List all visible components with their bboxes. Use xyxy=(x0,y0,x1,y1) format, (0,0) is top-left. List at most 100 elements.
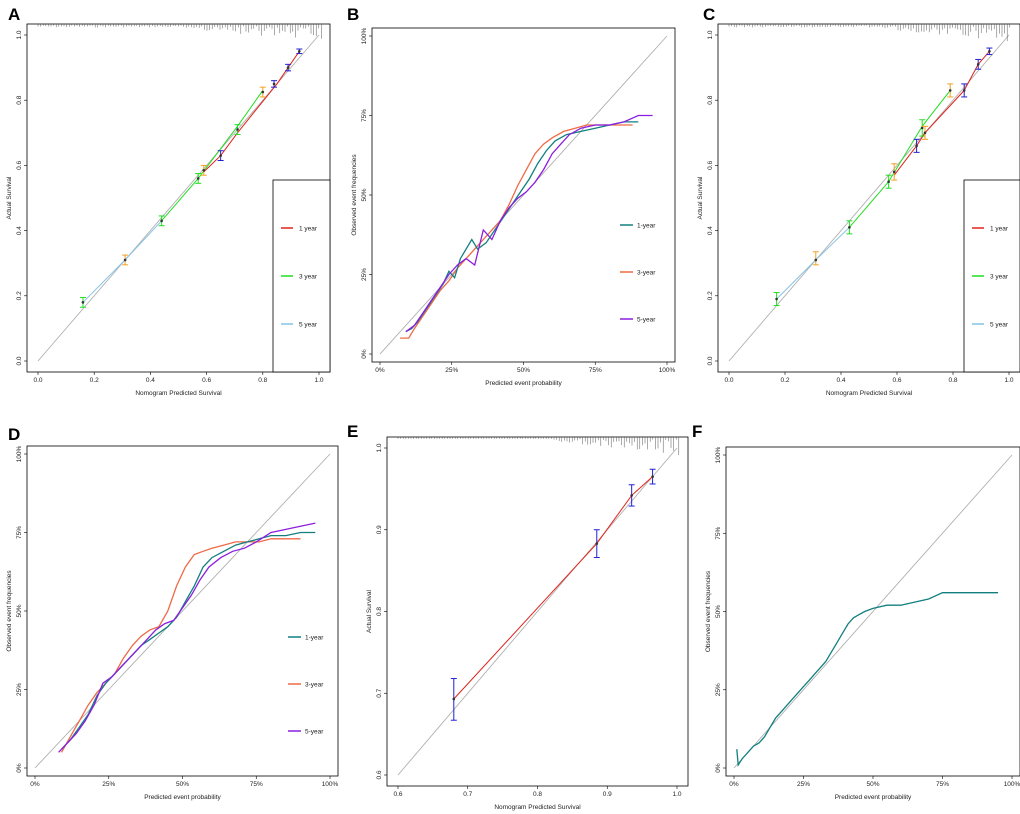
x-tick-label: 0% xyxy=(729,781,739,788)
y-tick-label: 25% xyxy=(715,683,722,696)
x-tick-label: 50% xyxy=(517,367,530,374)
x-tick-label: 0.6 xyxy=(393,791,402,798)
panel-letter: A xyxy=(8,5,20,24)
error-bar xyxy=(122,255,128,265)
error-bar xyxy=(914,139,920,152)
error-bar-point xyxy=(630,494,633,497)
y-tick-label: 1.0 xyxy=(707,30,714,39)
y-tick-label: 0.2 xyxy=(707,291,714,300)
error-bar-point xyxy=(273,83,276,86)
y-tick-label: 0.6 xyxy=(376,770,383,779)
error-bar-point xyxy=(262,91,265,94)
diagonal-reference-line xyxy=(734,455,1012,768)
error-bar-point xyxy=(287,66,290,69)
rug-marks xyxy=(729,24,1010,41)
x-tick-label: 1.0 xyxy=(314,377,323,384)
error-bar-point xyxy=(815,259,818,262)
rug-marks xyxy=(398,437,679,455)
x-tick-label: 0% xyxy=(30,781,40,788)
error-bar xyxy=(947,84,953,97)
x-tick-label: 0.0 xyxy=(33,377,42,384)
error-bar xyxy=(629,485,635,506)
series-line-3-year xyxy=(162,90,263,220)
x-tick-label: 25% xyxy=(797,781,810,788)
panel-d: D0% 25% 50% 75% 100%0%25%50%75%100%Predicted… xyxy=(6,425,339,801)
error-bar-point xyxy=(197,177,200,180)
legend-label: 1 year xyxy=(990,226,1009,233)
y-tick-label: 0.4 xyxy=(16,226,23,235)
y-tick-label: 25% xyxy=(361,268,368,281)
series-line-5-year xyxy=(406,116,653,332)
error-bar xyxy=(594,530,600,558)
series-line-5-year xyxy=(59,523,316,752)
y-tick-label: 50% xyxy=(16,604,23,617)
x-tick-label: 100% xyxy=(1004,781,1020,788)
x-tick-label: 0.8 xyxy=(533,791,542,798)
series-line-3-year xyxy=(849,90,950,227)
x-tick-label: 0.6 xyxy=(202,377,211,384)
series-line-1-year xyxy=(406,122,639,332)
series-line-5-year xyxy=(777,227,850,299)
panel-b: B0% 25% 50% 75% 100%0%25%50%75%100%Predicted… xyxy=(347,5,676,387)
error-bar-point xyxy=(124,259,127,262)
y-axis-label: Actual Survival xyxy=(366,589,373,633)
y-tick-label: 0.8 xyxy=(376,607,383,616)
legend-label: 5 year xyxy=(990,322,1009,329)
error-bar-point xyxy=(977,63,980,66)
error-bar-point xyxy=(963,89,966,92)
error-bar xyxy=(271,81,277,88)
error-bar xyxy=(451,679,457,721)
plot-area xyxy=(398,437,679,775)
error-bar-point xyxy=(893,171,896,174)
legend-label: 5-year xyxy=(637,317,656,324)
x-axis-label: Predicted event probability xyxy=(485,380,562,387)
legend-label: 3-year xyxy=(305,682,324,689)
x-tick-label: 0.8 xyxy=(258,377,267,384)
y-tick-label: 0.6 xyxy=(16,161,23,170)
error-bar-point xyxy=(298,50,301,53)
error-bar xyxy=(296,49,302,54)
y-tick-label: 100% xyxy=(361,27,368,44)
legend-label: 5 year xyxy=(299,322,318,329)
y-axis-label: Observed event frequencies xyxy=(351,154,358,236)
panel-f: F 0% 25% 50% 75% 100% 0% 25% 50% 75% 100% Predicted… xyxy=(692,422,1020,801)
panel-letter: F xyxy=(692,422,702,441)
panel-c: C 0.0 0.2 0.4 0.6 0.8 1.0 0.0 0.2 0.4 0.6 0.8 1.0 Nom… xyxy=(697,5,1020,397)
x-tick-label: 1.0 xyxy=(1004,377,1013,384)
legend: 1 year 3 year 5 year xyxy=(273,180,330,372)
y-tick-label: 1.0 xyxy=(376,443,383,452)
y-tick-label: 0.9 xyxy=(376,525,383,534)
x-tick-label: 0.2 xyxy=(90,377,99,384)
legend-label: 3 year xyxy=(990,274,1009,281)
y-tick-label: 0% xyxy=(361,349,368,359)
panel-letter: B xyxy=(347,5,359,24)
series-line-3-year xyxy=(62,539,301,753)
y-tick-label: 100% xyxy=(715,446,722,463)
y-tick-label: 75% xyxy=(16,526,23,539)
y-tick-label: 1.0 xyxy=(16,30,23,39)
x-tick-label: 75% xyxy=(250,781,263,788)
y-tick-label: 0% xyxy=(16,763,23,773)
x-tick-label: 75% xyxy=(589,367,602,374)
y-axis-label: Observed event frequencies xyxy=(6,570,13,652)
series-line-1-year xyxy=(737,593,998,765)
x-tick-label: 75% xyxy=(936,781,949,788)
x-tick-label: 0.7 xyxy=(463,791,472,798)
diagonal-reference-line xyxy=(398,448,677,775)
error-bar-point xyxy=(949,89,952,92)
figure: A0.0 0.2 0.4 0.6 0.8 1.00.00.20.40.60.81.0Nom… xyxy=(0,0,1020,814)
diagonal-reference-line xyxy=(380,36,667,354)
x-tick-label: 0.8 xyxy=(948,377,957,384)
x-tick-label: 0.0 xyxy=(724,377,733,384)
error-bar-point xyxy=(651,475,654,478)
error-bar-point xyxy=(924,132,927,135)
series-line-1-year xyxy=(204,51,299,172)
x-tick-label: 0.2 xyxy=(780,377,789,384)
series-line-3-year xyxy=(400,125,632,338)
panel-a: A 0.0 0.2 0.4 0.6 0.8 1.0 0.0 0.2 0.4 0.6 0.8 1.0 Nom… xyxy=(6,5,330,397)
x-tick-label: 50% xyxy=(176,781,189,788)
legend-label: 1-year xyxy=(637,223,656,230)
y-tick-label: 0.8 xyxy=(707,95,714,104)
y-tick-label: 0.4 xyxy=(707,226,714,235)
x-axis-label: Predicted event probability xyxy=(835,794,912,801)
